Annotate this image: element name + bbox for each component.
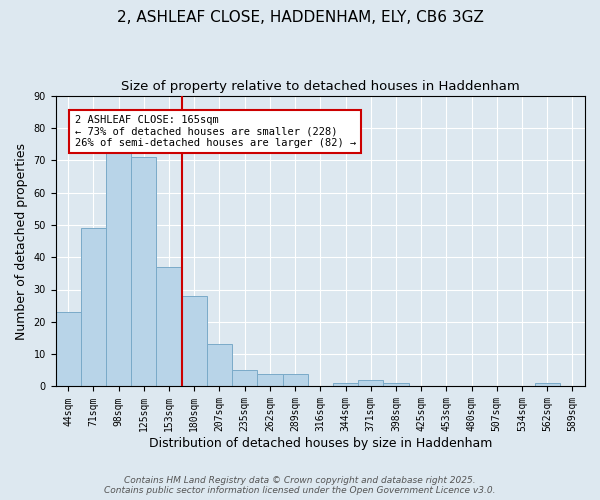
Bar <box>182 296 207 386</box>
Bar <box>535 383 560 386</box>
Bar <box>81 228 106 386</box>
Bar <box>283 374 308 386</box>
Text: 2, ASHLEAF CLOSE, HADDENHAM, ELY, CB6 3GZ: 2, ASHLEAF CLOSE, HADDENHAM, ELY, CB6 3G… <box>116 10 484 25</box>
Bar <box>207 344 232 387</box>
Bar <box>131 157 157 386</box>
Bar <box>56 312 81 386</box>
Bar <box>232 370 257 386</box>
Title: Size of property relative to detached houses in Haddenham: Size of property relative to detached ho… <box>121 80 520 93</box>
Bar <box>106 148 131 386</box>
Bar <box>157 267 182 386</box>
Y-axis label: Number of detached properties: Number of detached properties <box>15 142 28 340</box>
Bar <box>358 380 383 386</box>
Bar <box>333 383 358 386</box>
Text: Contains HM Land Registry data © Crown copyright and database right 2025.
Contai: Contains HM Land Registry data © Crown c… <box>104 476 496 495</box>
Bar <box>257 374 283 386</box>
Text: 2 ASHLEAF CLOSE: 165sqm
← 73% of detached houses are smaller (228)
26% of semi-d: 2 ASHLEAF CLOSE: 165sqm ← 73% of detache… <box>74 115 356 148</box>
Bar <box>383 383 409 386</box>
X-axis label: Distribution of detached houses by size in Haddenham: Distribution of detached houses by size … <box>149 437 492 450</box>
